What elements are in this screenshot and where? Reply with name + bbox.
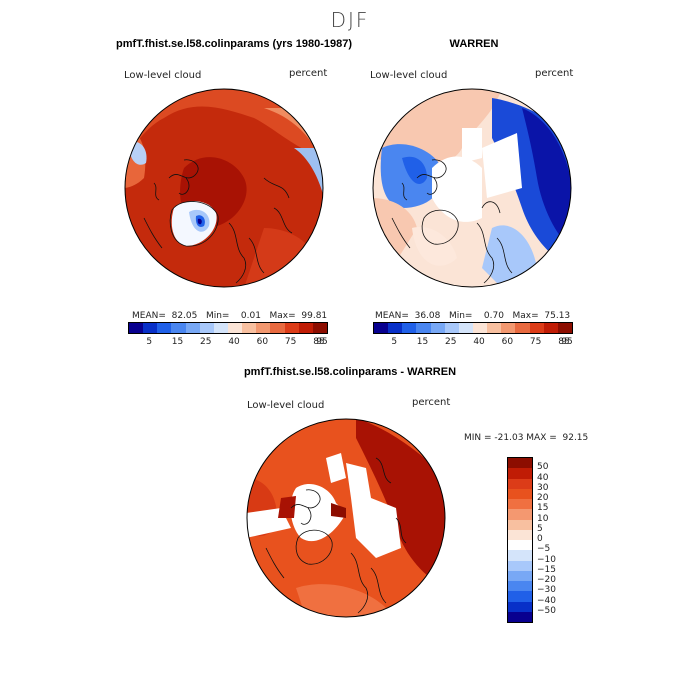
colorbar-swatch bbox=[487, 323, 502, 333]
panel3-units-label: percent bbox=[412, 397, 451, 408]
panel2-colorbar-ticks: 5 15 25 40 60 75 85 95 bbox=[373, 337, 573, 349]
colorbar-swatch bbox=[416, 323, 431, 333]
colorbar-swatch bbox=[129, 323, 144, 333]
colorbar-tick-label: −15 bbox=[537, 564, 556, 575]
colorbar-swatch bbox=[557, 323, 572, 333]
colorbar-tick-label: −50 bbox=[537, 605, 556, 616]
panel3-title: pmfT.fhist.se.l58.colinparams - WARREN bbox=[243, 366, 457, 378]
panel2-stats: MEAN= 36.08 Min= 0.70 Max= 75.13 bbox=[375, 311, 571, 321]
colorbar-tick-label: 40 bbox=[228, 337, 240, 347]
colorbar-tick-label: 5 bbox=[391, 337, 398, 347]
colorbar-swatch bbox=[515, 323, 530, 333]
colorbar-swatch bbox=[312, 323, 327, 333]
colorbar-swatch bbox=[508, 540, 532, 551]
colorbar-swatch bbox=[227, 323, 243, 333]
colorbar-tick-label: 50 bbox=[537, 462, 549, 473]
colorbar-swatch bbox=[529, 323, 544, 333]
panel3-colorbar bbox=[507, 457, 533, 623]
colorbar-tick-label: 15 bbox=[171, 337, 184, 347]
panel1-variable-label: Low-level cloud bbox=[124, 70, 202, 81]
colorbar-swatch bbox=[543, 323, 558, 333]
colorbar-tick-label: 15 bbox=[416, 337, 429, 347]
panel1-stats: MEAN= 82.05 Min= 0.01 Max= 99.81 bbox=[132, 311, 328, 321]
colorbar-tick-label: −40 bbox=[537, 595, 556, 606]
colorbar-swatch bbox=[501, 323, 516, 333]
panel2-title: WARREN bbox=[449, 38, 499, 50]
colorbar-swatch bbox=[284, 323, 299, 333]
panel3-polar-map bbox=[246, 418, 446, 618]
colorbar-swatch bbox=[458, 323, 473, 333]
colorbar-swatch bbox=[444, 323, 459, 333]
colorbar-swatch bbox=[508, 458, 532, 469]
colorbar-swatch bbox=[388, 323, 403, 333]
colorbar-swatch bbox=[508, 488, 532, 499]
panel2-colorbar bbox=[373, 322, 573, 334]
colorbar-swatch bbox=[508, 468, 532, 479]
colorbar-tick-label: 95 bbox=[561, 337, 573, 347]
colorbar-swatch bbox=[185, 323, 200, 333]
colorbar-swatch bbox=[508, 509, 532, 520]
colorbar-tick-label: 75 bbox=[284, 337, 297, 347]
panel1-units-label: percent bbox=[289, 68, 328, 79]
panel1-polar-map bbox=[124, 88, 324, 288]
colorbar-swatch bbox=[472, 323, 488, 333]
panel1-colorbar-ticks: 5 15 25 40 60 75 85 95 bbox=[128, 337, 328, 349]
colorbar-swatch bbox=[157, 323, 172, 333]
colorbar-tick-label: 85 bbox=[558, 337, 570, 347]
colorbar-swatch bbox=[508, 581, 532, 592]
panel1-title: pmfT.fhist.se.l58.colinparams (yrs 1980-… bbox=[116, 38, 352, 50]
colorbar-swatch bbox=[171, 323, 186, 333]
panel3-variable-label: Low-level cloud bbox=[247, 400, 325, 411]
panel3-stats: MIN = -21.03 MAX = 92.15 bbox=[464, 433, 589, 443]
colorbar-tick-label: 25 bbox=[200, 337, 212, 347]
colorbar-tick-label: 0 bbox=[537, 534, 543, 544]
colorbar-tick-label: −5 bbox=[537, 544, 551, 555]
colorbar-swatch bbox=[270, 323, 285, 333]
panel3-colorbar-ticks: 50 40 30 20 15 10 5 0 −5 −10 −15 −20 −30 −40 −50 bbox=[537, 457, 577, 621]
colorbar-swatch bbox=[508, 591, 532, 602]
colorbar-swatch bbox=[508, 478, 532, 489]
colorbar-swatch bbox=[143, 323, 158, 333]
panel2-units-label: percent bbox=[535, 68, 574, 79]
panel2-variable-label: Low-level cloud bbox=[370, 70, 448, 81]
colorbar-tick-label: 15 bbox=[537, 503, 549, 514]
colorbar-tick-label: 40 bbox=[473, 337, 485, 347]
colorbar-tick-label: 25 bbox=[445, 337, 457, 347]
colorbar-tick-label: 30 bbox=[537, 482, 549, 493]
colorbar-swatch bbox=[298, 323, 313, 333]
colorbar-swatch bbox=[508, 550, 532, 561]
colorbar-swatch bbox=[508, 529, 532, 540]
colorbar-tick-label: 60 bbox=[256, 337, 269, 347]
colorbar-tick-label: 5 bbox=[146, 337, 153, 347]
colorbar-swatch bbox=[256, 323, 271, 333]
colorbar-swatch bbox=[402, 323, 417, 333]
colorbar-swatch bbox=[508, 560, 532, 571]
panel2-polar-map bbox=[372, 88, 572, 288]
colorbar-tick-label: −10 bbox=[537, 554, 556, 565]
panel1-colorbar bbox=[128, 322, 328, 334]
colorbar-swatch bbox=[213, 323, 228, 333]
colorbar-swatch bbox=[430, 323, 445, 333]
colorbar-tick-label: 95 bbox=[316, 337, 328, 347]
colorbar-tick-label: 75 bbox=[529, 337, 542, 347]
colorbar-swatch bbox=[199, 323, 214, 333]
colorbar-swatch bbox=[508, 519, 532, 530]
colorbar-swatch bbox=[374, 323, 389, 333]
colorbar-tick-label: 20 bbox=[537, 493, 549, 503]
colorbar-tick-label: −20 bbox=[537, 575, 556, 585]
colorbar-swatch bbox=[508, 611, 532, 622]
colorbar-tick-label: 40 bbox=[537, 472, 549, 483]
colorbar-tick-label: 60 bbox=[501, 337, 514, 347]
colorbar-tick-label: 5 bbox=[537, 523, 543, 534]
colorbar-tick-label: 85 bbox=[313, 337, 325, 347]
colorbar-tick-label: 10 bbox=[537, 513, 549, 524]
colorbar-swatch bbox=[242, 323, 257, 333]
colorbar-swatch bbox=[508, 601, 532, 612]
season-title: DJF bbox=[330, 8, 370, 32]
colorbar-tick-label: −30 bbox=[537, 585, 556, 596]
colorbar-swatch bbox=[508, 499, 532, 510]
colorbar-swatch bbox=[508, 570, 532, 581]
